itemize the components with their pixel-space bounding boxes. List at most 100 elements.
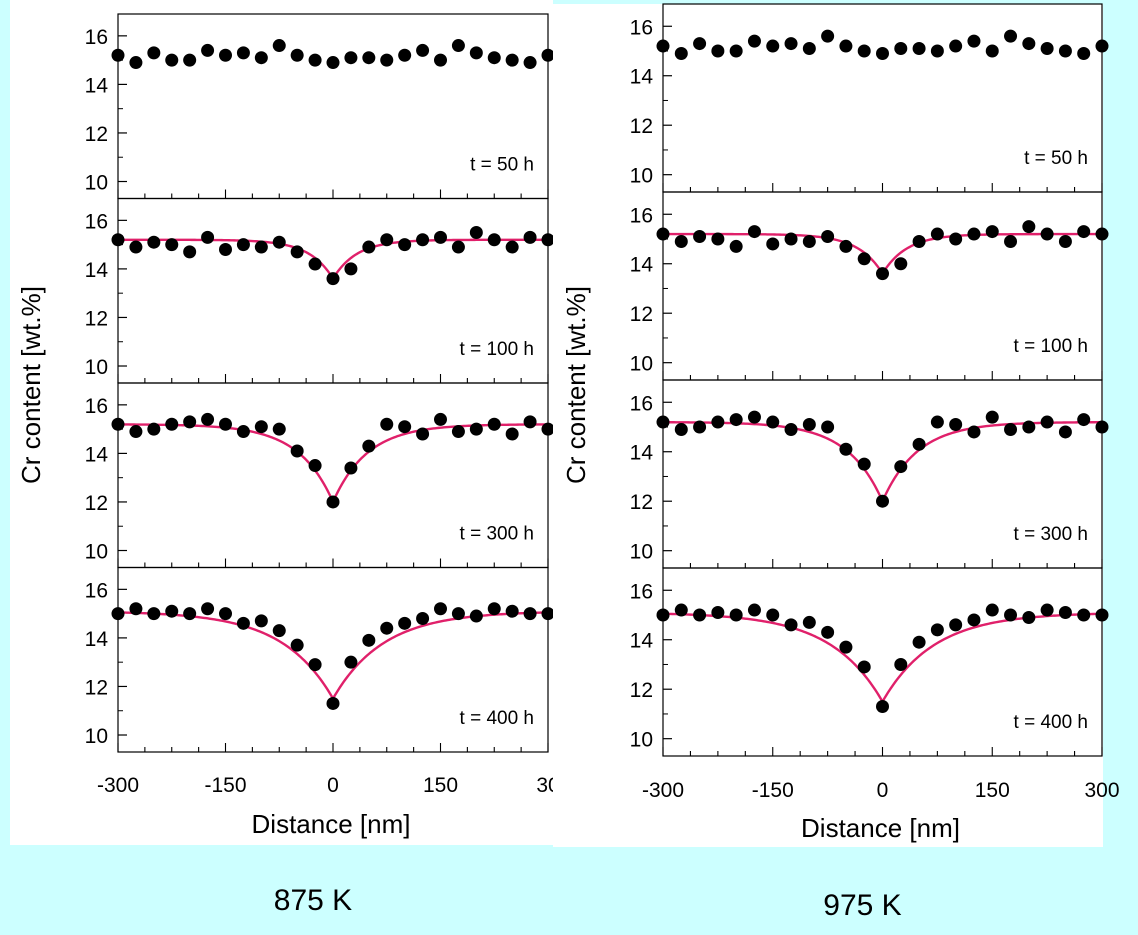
data-point	[505, 427, 519, 441]
data-point	[1058, 234, 1072, 248]
data-point	[949, 39, 963, 53]
data-point	[747, 410, 761, 424]
data-point	[469, 225, 483, 239]
data-point	[729, 608, 743, 622]
data-point	[147, 607, 161, 621]
data-point	[967, 613, 981, 627]
data-point	[272, 235, 286, 249]
data-point	[1095, 608, 1109, 622]
data-point	[183, 607, 197, 621]
data-point	[985, 44, 999, 58]
data-point	[469, 46, 483, 60]
data-point	[766, 237, 780, 251]
data-point	[656, 227, 670, 241]
data-point	[344, 51, 358, 65]
y-tick-label: 10	[85, 541, 108, 564]
data-point	[344, 262, 358, 276]
data-point	[416, 43, 430, 57]
y-tick-label: 10	[630, 165, 653, 188]
data-point	[165, 604, 179, 618]
data-point	[219, 607, 232, 621]
data-point	[434, 602, 447, 616]
data-point	[416, 611, 430, 625]
y-tick-label: 10	[85, 725, 108, 748]
data-point	[985, 410, 999, 424]
data-point	[674, 234, 688, 248]
data-point	[505, 240, 519, 254]
data-point	[434, 230, 447, 244]
data-point	[857, 660, 871, 674]
data-point	[254, 51, 268, 65]
y-tick-label: 10	[85, 356, 108, 379]
data-point	[362, 439, 376, 453]
y-axis-label: Cr content [wt.%]	[561, 286, 591, 484]
data-point	[147, 422, 161, 436]
data-point	[894, 42, 908, 56]
data-point	[1004, 608, 1018, 622]
data-point	[254, 420, 268, 434]
data-point	[711, 415, 725, 429]
data-point	[434, 412, 447, 426]
x-tick-label: -150	[752, 779, 794, 802]
data-point	[183, 53, 197, 67]
data-point	[894, 657, 908, 671]
y-tick-label: 12	[630, 491, 653, 514]
data-point	[1077, 46, 1091, 60]
data-point	[236, 46, 250, 60]
y-tick-label: 14	[85, 259, 109, 282]
data-point	[272, 624, 286, 638]
x-tick-label: -150	[204, 774, 246, 797]
y-tick-label: 16	[85, 26, 108, 49]
data-point	[344, 461, 358, 475]
data-point	[523, 56, 537, 70]
data-point	[766, 608, 780, 622]
x-tick-label: -300	[97, 774, 139, 797]
data-point	[1004, 29, 1018, 43]
y-tick-label: 12	[85, 307, 108, 330]
data-point	[1022, 610, 1036, 624]
x-axis-label: Distance [nm]	[801, 813, 960, 843]
panel-3: 10 12 14 16 t = 400 h	[630, 567, 1109, 757]
data-point	[147, 235, 161, 249]
data-point	[1040, 415, 1054, 429]
y-tick-label: 14	[630, 630, 654, 653]
data-point	[912, 42, 926, 56]
data-point	[894, 460, 908, 474]
data-point	[930, 415, 944, 429]
data-point	[254, 614, 268, 628]
data-point	[380, 417, 394, 431]
data-point	[219, 242, 232, 256]
data-point	[416, 233, 430, 247]
data-point	[380, 621, 394, 635]
data-point	[693, 608, 707, 622]
data-point	[1040, 227, 1054, 241]
data-point	[344, 655, 358, 669]
data-point	[201, 412, 215, 426]
panel-0: 10 12 14 16 t = 50 h	[85, 13, 555, 200]
data-point	[876, 700, 889, 714]
data-point	[326, 495, 340, 509]
data-point	[362, 240, 376, 254]
data-point	[674, 603, 688, 617]
data-point	[729, 239, 743, 253]
data-point	[1040, 603, 1054, 617]
panel-time-label: t = 300 h	[1014, 524, 1088, 545]
data-point	[201, 43, 215, 57]
data-point	[766, 39, 780, 53]
temperature-label: 875 K	[274, 884, 352, 917]
y-tick-label: 14	[630, 254, 654, 277]
data-point	[912, 635, 926, 649]
data-point	[784, 232, 798, 246]
data-point	[747, 603, 761, 617]
data-point	[802, 234, 816, 248]
data-point	[290, 444, 304, 458]
data-point	[674, 422, 688, 436]
data-point	[784, 37, 798, 51]
panel-time-label: t = 400 h	[1014, 712, 1088, 733]
data-point	[1077, 608, 1091, 622]
data-point	[326, 272, 340, 286]
y-tick-label: 14	[85, 74, 109, 97]
data-point	[487, 602, 501, 616]
data-point	[219, 417, 232, 431]
